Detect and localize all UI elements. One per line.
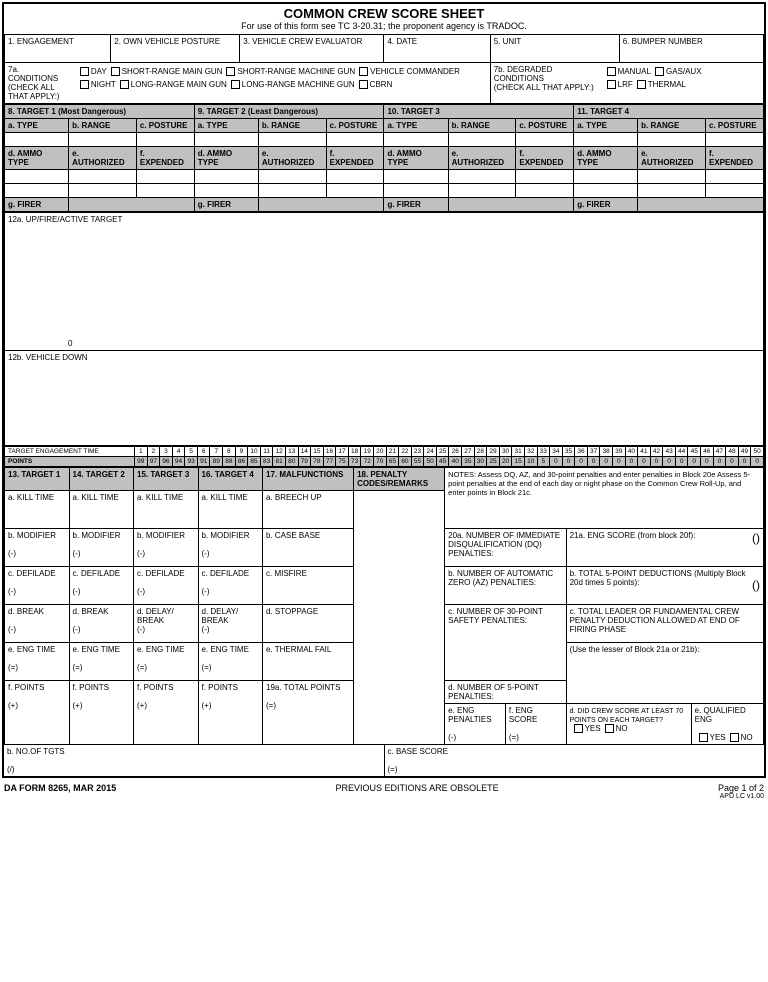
- r21b[interactable]: b. TOTAL 5-POINT DEDUCTIONS (Multiply Bl…: [566, 567, 763, 605]
- active-target-section: 12a. UP/FIRE/ACTIVE TARGET0 12b. VEHICLE…: [4, 212, 764, 446]
- field-vehicle-posture[interactable]: 2. OWN VEHICLE POSTURE: [111, 35, 240, 63]
- upfire-field[interactable]: 12a. UP/FIRE/ACTIVE TARGET0: [5, 213, 764, 351]
- time-points-grid: TARGET ENGAGEMENT TIME123456789101112131…: [4, 446, 764, 467]
- cb-manual[interactable]: [607, 67, 616, 76]
- target2-hdr: 9. TARGET 2 (Least Dangerous): [194, 105, 384, 119]
- r21a[interactable]: 21a. ENG SCORE (from block 20f):(): [566, 529, 763, 567]
- field-bumper[interactable]: 6. BUMPER NUMBER: [619, 35, 763, 63]
- cb-gas[interactable]: [655, 67, 664, 76]
- cb-night[interactable]: [80, 80, 89, 89]
- degraded-checks: MANUALGAS/AUX LRFTHERMAL: [600, 63, 763, 94]
- obsolete-note: PREVIOUS EDITIONS ARE OBSOLETE: [336, 783, 499, 793]
- r20d[interactable]: d. NUMBER OF 5-POINT PENALTIES:: [445, 681, 566, 704]
- form-footer: DA FORM 8265, MAR 2015 PREVIOUS EDITIONS…: [0, 780, 768, 793]
- header-section: 1. ENGAGEMENT 2. OWN VEHICLE POSTURE 3. …: [4, 34, 764, 104]
- cb-day[interactable]: [80, 67, 89, 76]
- remarks-field[interactable]: [354, 491, 445, 745]
- target1-hdr: 8. TARGET 1 (Most Dangerous): [5, 105, 195, 119]
- cb-thermal[interactable]: [637, 80, 646, 89]
- r21d[interactable]: (Use the lesser of Block 21a or 21b):: [566, 643, 763, 704]
- field-date[interactable]: 4. DATE: [384, 35, 490, 63]
- cb-lrf[interactable]: [607, 80, 616, 89]
- tet-label: TARGET ENGAGEMENT TIME: [5, 447, 135, 457]
- conditions-label: 7a. CONDITIONS(CHECK ALL THAT APPLY:): [5, 63, 73, 103]
- cb-no2[interactable]: [730, 733, 739, 742]
- field-evaluator[interactable]: 3. VEHICLE CREW EVALUATOR: [240, 35, 384, 63]
- conditions-checks: DAY SHORT-RANGE MAIN GUN SHORT-RANGE MAC…: [73, 63, 490, 103]
- cb-srmg[interactable]: [111, 67, 120, 76]
- field-unit[interactable]: 5. UNIT: [490, 35, 619, 63]
- cb-yes2[interactable]: [699, 733, 708, 742]
- cb-vc[interactable]: [359, 67, 368, 76]
- form-number: DA FORM 8265, MAR 2015: [4, 783, 116, 793]
- form-title: COMMON CREW SCORE SHEET: [4, 4, 764, 21]
- bottom-section: 13. TARGET 114. TARGET 215. TARGET 316. …: [4, 467, 764, 745]
- form-subtitle: For use of this form see TC 3-20.31; the…: [4, 21, 764, 34]
- cb-no1[interactable]: [605, 724, 614, 733]
- vehicle-down-field[interactable]: 12b. VEHICLE DOWN: [5, 351, 764, 446]
- form-page: COMMON CREW SCORE SHEET For use of this …: [2, 2, 766, 778]
- r20a[interactable]: 20a. NUMBER OF IMMEDIATE DISQUALIFICATIO…: [445, 529, 566, 567]
- cb-lrm[interactable]: [231, 80, 240, 89]
- cb-cbrn[interactable]: [359, 80, 368, 89]
- cb-lrmg[interactable]: [120, 80, 129, 89]
- r21c[interactable]: c. TOTAL LEADER OR FUNDAMENTAL CREW PENA…: [566, 605, 763, 643]
- page-number: Page 1 of 2: [718, 783, 764, 793]
- points-label: POINTS: [5, 457, 135, 467]
- notes: NOTES: Assess DQ, AZ, and 30-point penal…: [445, 468, 764, 529]
- b-row: b. NO.OF TGTS(/) c. BASE SCORE(=): [4, 745, 764, 776]
- apd-version: APD LC v1.00: [0, 793, 768, 802]
- degraded-label: 7b. DEGRADED CONDITIONS(CHECK ALL THAT A…: [491, 63, 600, 94]
- target3-hdr: 10. TARGET 3: [384, 105, 574, 119]
- cb-yes1[interactable]: [574, 724, 583, 733]
- target4-hdr: 11. TARGET 4: [574, 105, 764, 119]
- r20c[interactable]: c. NUMBER OF 30-POINT SAFETY PENALTIES:: [445, 605, 566, 681]
- targets-section: 8. TARGET 1 (Most Dangerous) 9. TARGET 2…: [4, 104, 764, 212]
- r20b[interactable]: b. NUMBER OF AUTOMATIC ZERO (AZ) PENALTI…: [445, 567, 566, 605]
- field-engagement[interactable]: 1. ENGAGEMENT: [5, 35, 111, 63]
- cb-srm[interactable]: [226, 67, 235, 76]
